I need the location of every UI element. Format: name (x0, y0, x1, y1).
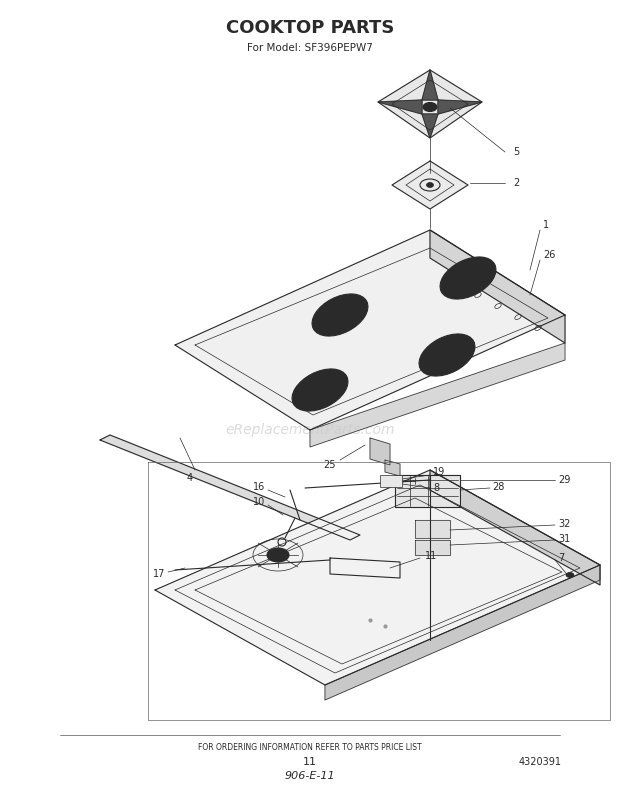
Text: 25: 25 (324, 460, 336, 470)
Polygon shape (378, 100, 422, 114)
Text: 5: 5 (513, 147, 520, 157)
Text: 17: 17 (153, 569, 165, 579)
Text: 11: 11 (425, 551, 437, 561)
Text: 4320391: 4320391 (518, 757, 562, 767)
Polygon shape (430, 230, 565, 343)
Polygon shape (415, 540, 450, 555)
Polygon shape (175, 230, 565, 430)
Ellipse shape (427, 182, 433, 187)
Polygon shape (100, 435, 360, 540)
Text: 28: 28 (492, 482, 505, 492)
Ellipse shape (423, 103, 437, 111)
Polygon shape (310, 343, 565, 447)
Polygon shape (325, 565, 600, 700)
Text: FOR ORDERING INFORMATION REFER TO PARTS PRICE LIST: FOR ORDERING INFORMATION REFER TO PARTS … (198, 743, 422, 753)
Text: 26: 26 (543, 250, 556, 260)
Text: eReplacementParts.com: eReplacementParts.com (225, 423, 395, 437)
Polygon shape (415, 520, 450, 538)
Polygon shape (392, 161, 468, 209)
Ellipse shape (321, 300, 360, 330)
Polygon shape (155, 470, 600, 685)
Text: 16: 16 (253, 482, 265, 492)
Ellipse shape (292, 369, 348, 411)
Polygon shape (330, 558, 400, 578)
Text: 1: 1 (543, 220, 549, 230)
Text: For Model: SF396PEPW7: For Model: SF396PEPW7 (247, 43, 373, 53)
Polygon shape (370, 438, 390, 465)
Bar (380, 475, 402, 487)
Text: 10: 10 (253, 497, 265, 507)
Polygon shape (395, 475, 460, 507)
Polygon shape (422, 70, 438, 100)
Polygon shape (438, 100, 482, 114)
Text: 19: 19 (433, 467, 445, 477)
Text: 31: 31 (558, 534, 570, 544)
Ellipse shape (427, 340, 467, 370)
Text: 4: 4 (187, 473, 193, 483)
Text: 906-E-11: 906-E-11 (285, 771, 335, 781)
Text: 7: 7 (558, 553, 564, 563)
Ellipse shape (267, 548, 289, 562)
Ellipse shape (273, 552, 283, 558)
Polygon shape (430, 470, 600, 585)
Text: 29: 29 (558, 475, 570, 485)
Polygon shape (422, 114, 438, 138)
Text: 8: 8 (433, 483, 439, 493)
Polygon shape (385, 460, 400, 476)
Ellipse shape (440, 257, 496, 299)
Text: 11: 11 (303, 757, 317, 767)
Text: 2: 2 (513, 178, 520, 188)
Text: 32: 32 (558, 519, 570, 529)
Ellipse shape (312, 294, 368, 336)
Ellipse shape (448, 263, 487, 293)
Ellipse shape (300, 375, 340, 405)
Ellipse shape (566, 573, 574, 577)
Ellipse shape (419, 334, 475, 376)
Polygon shape (378, 70, 482, 138)
Text: COOKTOP PARTS: COOKTOP PARTS (226, 19, 394, 37)
